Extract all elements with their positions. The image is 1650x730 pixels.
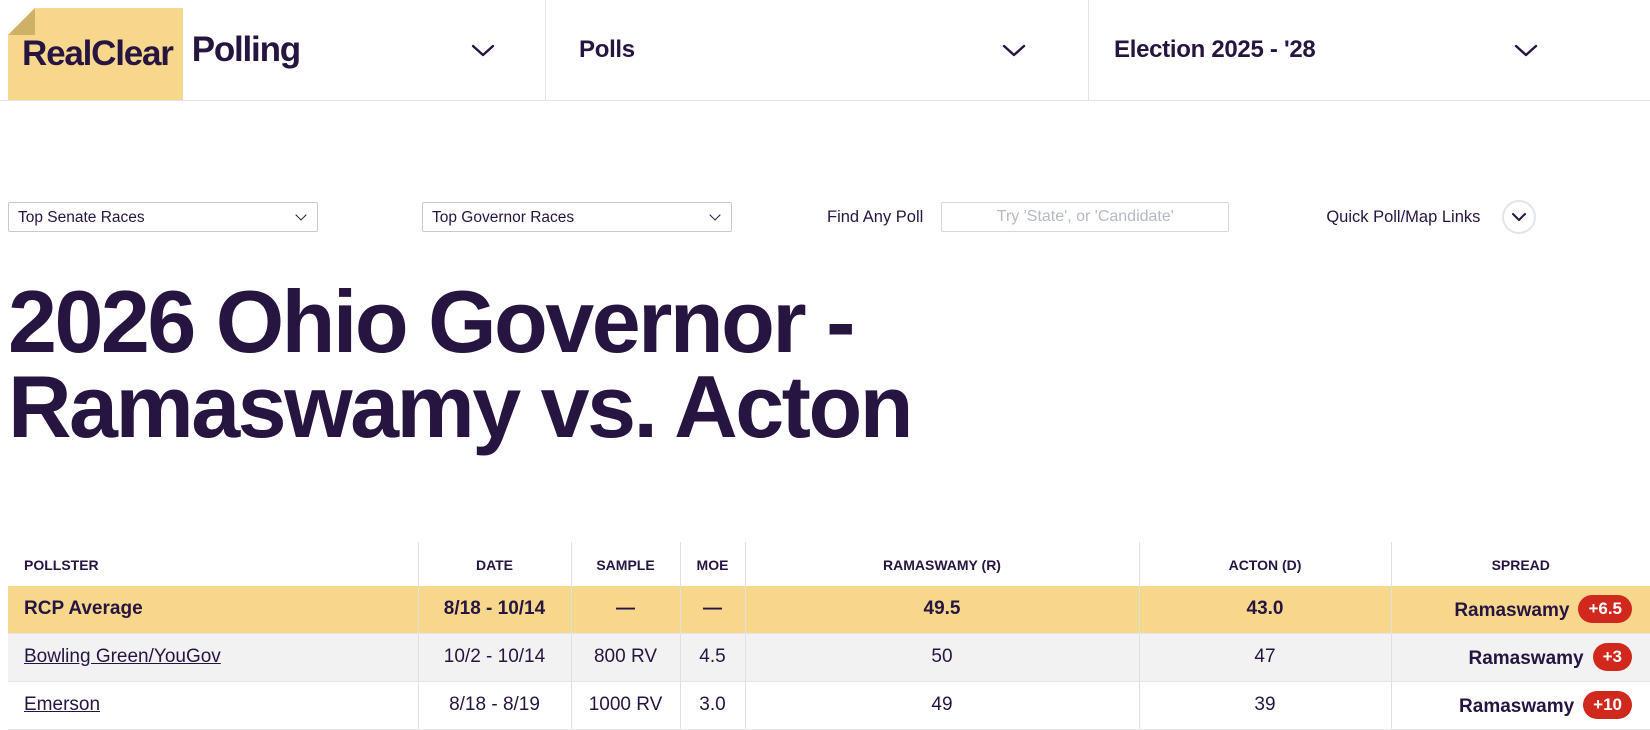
senate-races-select[interactable]: Top Senate Races <box>8 202 318 232</box>
pollster-cell: Emerson <box>8 681 419 730</box>
senate-races-select-wrap: Top Senate Races <box>8 202 318 232</box>
polls-table: POLLSTER DATE SAMPLE MOE RAMASWAMY (R) A… <box>8 541 1650 730</box>
find-any-poll-label: Find Any Poll <box>827 207 924 226</box>
spread-leader: Ramaswamy <box>1459 695 1575 717</box>
page-title: 2026 Ohio Governor - Ramaswamy vs. Acton <box>8 272 913 457</box>
col-header-ramaswamy: RAMASWAMY (R) <box>745 541 1140 586</box>
logo-text-secondary: Polling <box>191 30 301 69</box>
date-cell: 8/18 - 8/19 <box>418 681 572 730</box>
acton-cell: 43.0 <box>1139 585 1392 634</box>
acton-cell: 47 <box>1139 633 1392 682</box>
chevron-down-icon <box>1002 44 1026 56</box>
logo-fold-icon <box>8 8 35 35</box>
spread-cell: Ramaswamy +6.5 <box>1391 585 1650 634</box>
ramaswamy-cell: 49.5 <box>745 585 1140 634</box>
table-row-rcp-average: RCP Average 8/18 - 10/14 — — 49.5 43.0 R… <box>8 585 1650 634</box>
spread-margin-badge: +10 <box>1583 690 1632 719</box>
quick-links-expand-button[interactable] <box>1502 200 1537 234</box>
sample-cell: 800 RV <box>571 633 681 682</box>
col-header-sample: SAMPLE <box>571 541 681 586</box>
pollster-link[interactable]: Bowling Green/YouGov <box>24 645 221 667</box>
pollster-cell: Bowling Green/YouGov <box>8 633 419 682</box>
poll-search-input[interactable] <box>941 202 1230 232</box>
date-cell: 10/2 - 10/14 <box>418 633 572 682</box>
nav-section-election[interactable]: Election 2025 - '28 <box>1088 0 1650 100</box>
moe-cell: 4.5 <box>680 633 746 682</box>
nav-section-home[interactable]: RealClear Polling <box>0 0 545 100</box>
pollster-cell: RCP Average <box>8 585 419 634</box>
acton-cell: 39 <box>1139 681 1392 730</box>
moe-cell: — <box>680 585 746 634</box>
col-header-spread: SPREAD <box>1491 556 1550 573</box>
col-header-moe: MOE <box>680 541 746 586</box>
table-header-row: POLLSTER DATE SAMPLE MOE RAMASWAMY (R) A… <box>8 541 1650 586</box>
date-cell: 8/18 - 10/14 <box>418 585 572 634</box>
spread-margin-badge: +3 <box>1592 642 1632 671</box>
spread-cell: Ramaswamy +10 <box>1391 681 1650 730</box>
governor-races-select[interactable]: Top Governor Races <box>422 202 732 232</box>
table-row: Emerson 8/18 - 8/19 1000 RV 3.0 49 39 Ra… <box>8 681 1650 730</box>
table-row: Bowling Green/YouGov 10/2 - 10/14 800 RV… <box>8 633 1650 682</box>
spread-leader: Ramaswamy <box>1454 599 1570 621</box>
nav-section-polls[interactable]: Polls <box>545 0 1088 100</box>
ramaswamy-cell: 49 <box>745 681 1140 730</box>
moe-cell: 3.0 <box>680 681 746 730</box>
col-header-pollster: POLLSTER <box>8 541 419 586</box>
chevron-down-icon <box>1512 213 1527 221</box>
top-nav: RealClear Polling Polls Election 2025 - … <box>0 0 1650 101</box>
spread-margin-badge: +6.5 <box>1578 594 1632 623</box>
chevron-down-icon <box>471 44 495 56</box>
col-header-date: DATE <box>418 541 572 586</box>
poll-controls-bar: Top Senate Races Top Governor Races Find… <box>0 200 1650 234</box>
realclear-logo: RealClear Polling <box>0 0 301 100</box>
chevron-down-icon <box>1514 44 1538 56</box>
quick-poll-map-links[interactable]: Quick Poll/Map Links <box>1326 207 1481 226</box>
spread-cell: Ramaswamy +3 <box>1391 633 1650 682</box>
sample-cell: — <box>571 585 681 634</box>
logo-text-primary: RealClear <box>22 34 174 73</box>
pollster-link[interactable]: Emerson <box>24 693 101 715</box>
ramaswamy-cell: 50 <box>745 633 1140 682</box>
col-header-acton: ACTON (D) <box>1139 541 1392 586</box>
spread-leader: Ramaswamy <box>1468 647 1584 669</box>
nav-polls-label: Polls <box>579 36 635 63</box>
governor-races-select-wrap: Top Governor Races <box>422 202 732 232</box>
logo-yellow-note: RealClear <box>8 8 183 100</box>
nav-election-label: Election 2025 - '28 <box>1114 36 1316 63</box>
sample-cell: 1000 RV <box>571 681 681 730</box>
